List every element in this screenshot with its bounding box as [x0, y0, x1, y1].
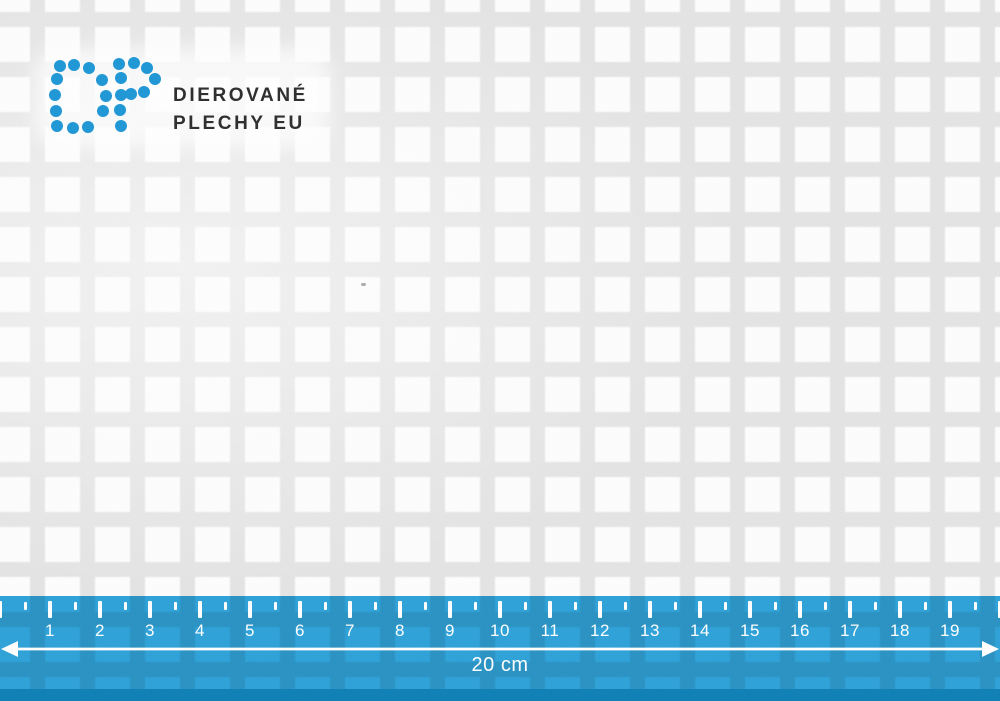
logo-dot: [138, 86, 150, 98]
logo-dot: [83, 62, 95, 74]
logo-dot: [67, 122, 79, 134]
logo-text-line2: PLECHY EU: [173, 113, 305, 134]
logo-dot: [51, 73, 63, 85]
logo-dot: [113, 58, 125, 70]
logo-dot: [97, 105, 109, 117]
logo-dot: [125, 88, 137, 100]
ruler-total-label: 20 cm: [471, 654, 529, 676]
logo-dot: [115, 120, 127, 132]
logo-dot: [49, 89, 61, 101]
logo-dot: [96, 74, 108, 86]
logo-dot: [128, 57, 140, 69]
logo-dot: [68, 59, 80, 71]
logo-text-line1: DIEROVANÉ: [173, 85, 308, 106]
logo-dot: [149, 73, 161, 85]
logo-dot: [50, 105, 62, 117]
logo-dot: [141, 62, 153, 74]
logo-dot: [82, 121, 94, 133]
dust-speck: [361, 283, 366, 286]
logo-dot: [100, 90, 112, 102]
dimension-arrow-icon: [1, 641, 999, 657]
logo-dot: [115, 72, 127, 84]
ruler: 1 2 3 4 5 6 7 8 9 10 11 12 13 14 15 16 17 18 19 20 cm: [0, 596, 1000, 701]
logo-dot: [114, 104, 126, 116]
logo-dot: [54, 60, 66, 72]
logo-dot: [51, 120, 63, 132]
